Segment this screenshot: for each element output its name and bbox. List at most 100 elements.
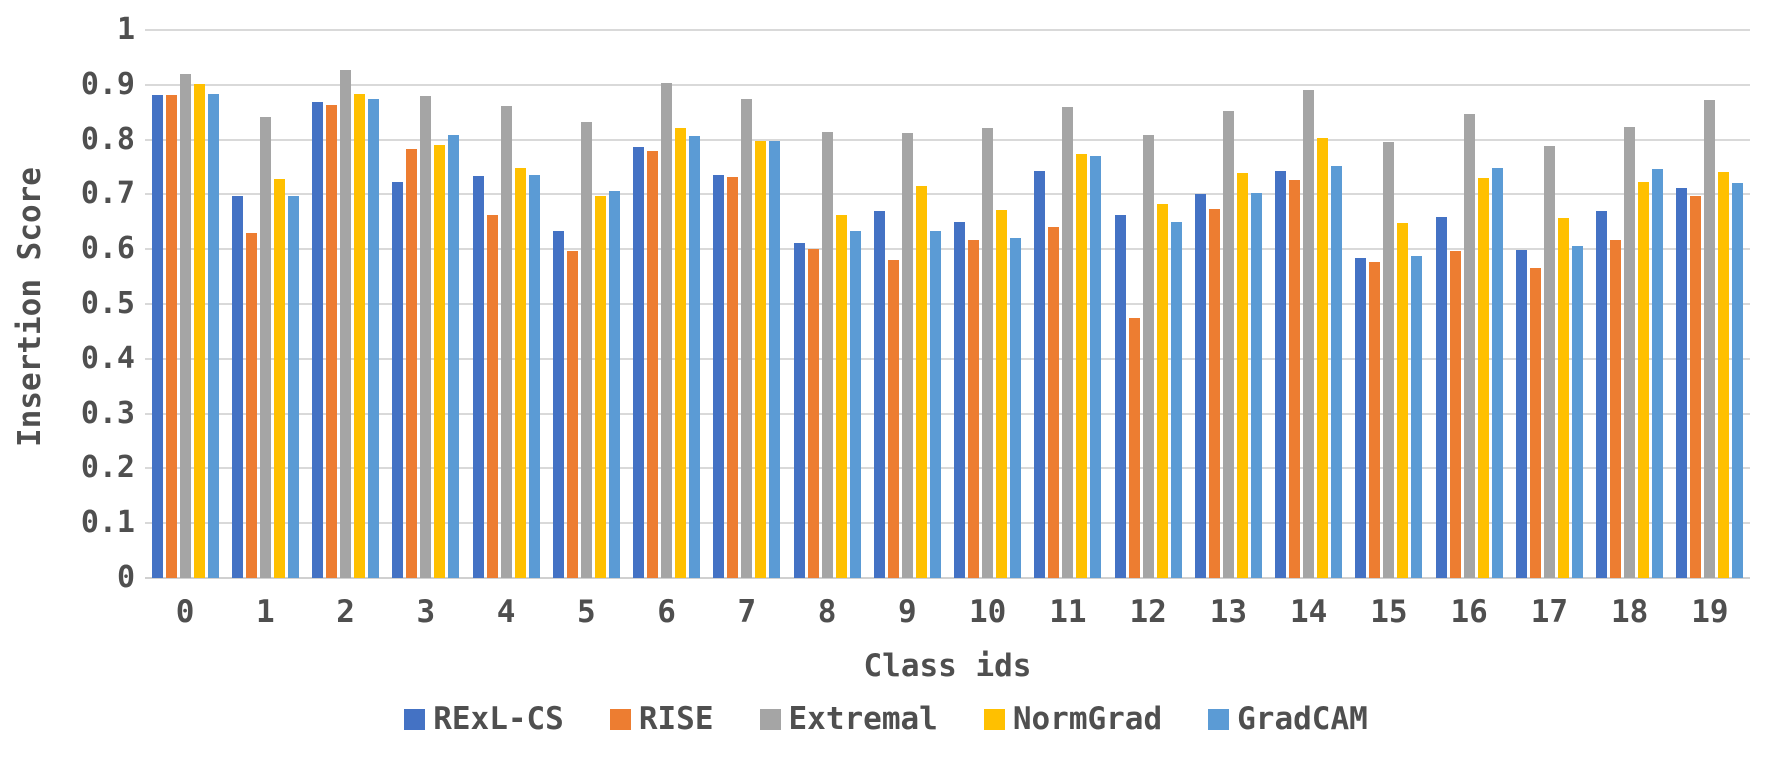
x-tick-label-16: 16 bbox=[1450, 594, 1488, 630]
y-tick-label-0.9: 0.9 bbox=[80, 66, 135, 102]
bar-rexl-cs-class-8 bbox=[793, 242, 805, 578]
gridline-0.4 bbox=[145, 357, 1750, 360]
x-tick-label-1: 1 bbox=[256, 594, 275, 630]
bar-rise-class-8 bbox=[807, 248, 819, 578]
bar-rexl-cs-class-14 bbox=[1275, 171, 1287, 578]
bar-extremal-class-18 bbox=[1624, 127, 1636, 578]
bar-extremal-class-9 bbox=[901, 133, 913, 578]
bar-rexl-cs-class-17 bbox=[1515, 250, 1527, 578]
bar-group-class-15 bbox=[1349, 30, 1429, 578]
bar-extremal-class-15 bbox=[1383, 142, 1395, 578]
legend-label-extremal: Extremal bbox=[788, 701, 938, 737]
bar-rise-class-10 bbox=[968, 239, 980, 578]
bar-rexl-cs-class-6 bbox=[633, 146, 645, 578]
bar-normgrad-class-6 bbox=[675, 127, 687, 578]
bar-normgrad-class-14 bbox=[1317, 137, 1329, 578]
bar-extremal-class-0 bbox=[179, 73, 191, 578]
gridline-0 bbox=[145, 577, 1750, 579]
bar-normgrad-class-12 bbox=[1156, 203, 1168, 578]
legend-label-rexl-cs: RExL-CS bbox=[433, 701, 564, 737]
legend-swatch-extremal bbox=[759, 708, 781, 730]
bar-group-class-9 bbox=[867, 30, 947, 578]
bar-gradcam-class-13 bbox=[1250, 193, 1262, 578]
y-tick-label-0.6: 0.6 bbox=[80, 231, 135, 267]
bar-rexl-cs-class-18 bbox=[1596, 210, 1608, 578]
x-tick-label-14: 14 bbox=[1289, 594, 1328, 630]
legend-label-gradcam: GradCAM bbox=[1237, 701, 1368, 737]
bar-extremal-class-3 bbox=[420, 96, 432, 578]
bar-rexl-cs-class-12 bbox=[1114, 215, 1126, 578]
bar-gradcam-class-5 bbox=[608, 190, 620, 578]
bar-gradcam-class-6 bbox=[689, 136, 701, 578]
bar-group-class-13 bbox=[1188, 30, 1268, 578]
legend-swatch-rexl-cs bbox=[404, 708, 426, 730]
bar-normgrad-class-19 bbox=[1718, 172, 1730, 578]
x-tick-label-5: 5 bbox=[577, 594, 596, 630]
bar-normgrad-class-1 bbox=[273, 179, 285, 578]
legend-label-rise: RISE bbox=[638, 701, 714, 737]
bar-extremal-class-16 bbox=[1463, 114, 1475, 578]
x-tick-label-9: 9 bbox=[898, 594, 917, 630]
bar-normgrad-class-10 bbox=[996, 210, 1008, 578]
bar-rise-class-1 bbox=[245, 232, 257, 578]
bar-gradcam-class-16 bbox=[1491, 168, 1503, 578]
bar-group-class-0 bbox=[145, 30, 225, 578]
bar-normgrad-class-3 bbox=[434, 145, 446, 578]
gridline-0.2 bbox=[145, 467, 1750, 470]
bar-group-class-10 bbox=[948, 30, 1028, 578]
bar-group-class-6 bbox=[627, 30, 707, 578]
bar-extremal-class-5 bbox=[580, 122, 592, 578]
bar-rise-class-15 bbox=[1369, 262, 1381, 578]
bar-rexl-cs-class-5 bbox=[552, 231, 564, 578]
x-tick-label-11: 11 bbox=[1049, 594, 1087, 630]
bar-gradcam-class-17 bbox=[1571, 245, 1583, 578]
x-tick-label-3: 3 bbox=[416, 594, 436, 630]
bar-rexl-cs-class-2 bbox=[312, 102, 324, 578]
x-tick-label-7: 7 bbox=[737, 594, 757, 630]
bar-gradcam-class-2 bbox=[368, 99, 380, 578]
bar-rise-class-13 bbox=[1208, 209, 1220, 578]
x-tick-label-6: 6 bbox=[657, 594, 676, 630]
legend-item-normgrad: NormGrad bbox=[983, 702, 1162, 736]
bar-gradcam-class-1 bbox=[287, 195, 299, 578]
bar-normgrad-class-16 bbox=[1477, 177, 1489, 578]
bar-gradcam-class-3 bbox=[448, 135, 460, 578]
x-tick-label-19: 19 bbox=[1691, 594, 1729, 630]
bar-gradcam-class-10 bbox=[1010, 238, 1022, 578]
bar-rise-class-2 bbox=[326, 104, 338, 578]
bar-group-class-18 bbox=[1590, 30, 1670, 578]
bar-rexl-cs-class-13 bbox=[1194, 194, 1206, 578]
y-tick-label-0.7: 0.7 bbox=[80, 176, 135, 212]
bar-extremal-class-13 bbox=[1222, 110, 1234, 578]
bar-extremal-class-8 bbox=[821, 131, 833, 578]
x-tick-label-18: 18 bbox=[1610, 594, 1649, 630]
legend-item-gradcam: GradCAM bbox=[1208, 702, 1368, 736]
bar-extremal-class-7 bbox=[741, 98, 753, 578]
bar-rise-class-4 bbox=[486, 215, 498, 578]
bar-gradcam-class-4 bbox=[528, 175, 540, 578]
bars-container bbox=[145, 30, 1750, 578]
x-tick-label-13: 13 bbox=[1209, 594, 1248, 630]
bar-group-class-12 bbox=[1108, 30, 1188, 578]
bar-normgrad-class-5 bbox=[594, 196, 606, 578]
bar-rexl-cs-class-3 bbox=[392, 182, 404, 578]
gridline-0.9 bbox=[145, 83, 1750, 86]
bar-rexl-cs-class-15 bbox=[1355, 257, 1367, 578]
x-tick-label-0: 0 bbox=[175, 594, 195, 630]
x-axis-tick-labels: 0 1 2 3 4 5 6 7 8 9 10 11 12 13 14 15 16 17 18 19 bbox=[145, 594, 1750, 630]
x-tick-label-4: 4 bbox=[496, 594, 516, 630]
bar-rise-class-14 bbox=[1289, 179, 1301, 578]
bar-gradcam-class-11 bbox=[1090, 155, 1102, 578]
bar-extremal-class-11 bbox=[1062, 107, 1074, 578]
bar-normgrad-class-0 bbox=[193, 83, 205, 578]
bar-rexl-cs-class-10 bbox=[954, 222, 966, 578]
gridline-0.1 bbox=[145, 522, 1750, 525]
y-tick-label-0.5: 0.5 bbox=[80, 286, 135, 321]
bar-rise-class-11 bbox=[1048, 227, 1060, 578]
bar-group-class-4 bbox=[466, 30, 546, 578]
bar-gradcam-class-15 bbox=[1411, 256, 1423, 578]
bar-gradcam-class-14 bbox=[1331, 166, 1343, 578]
plot-area bbox=[145, 29, 1750, 579]
bar-rise-class-7 bbox=[727, 176, 739, 578]
